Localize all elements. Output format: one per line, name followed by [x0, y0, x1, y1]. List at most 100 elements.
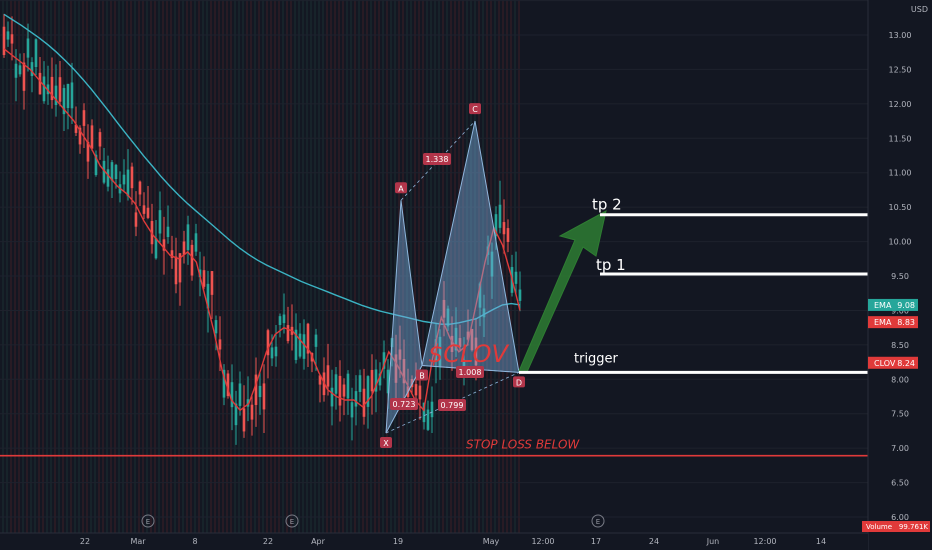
candle-body: [354, 391, 358, 407]
pattern-ratio-badge: [390, 398, 418, 410]
candle-body: [102, 160, 106, 183]
price-tick: 6.00: [891, 513, 909, 522]
price-tick: 10.00: [889, 238, 912, 247]
volume-band: [86, 0, 88, 533]
candle-body: [370, 369, 374, 392]
volume-band: [106, 0, 108, 533]
volume-bands: [2, 0, 520, 533]
candle-body: [62, 88, 66, 115]
earnings-marker-label: E: [596, 518, 600, 526]
volume-band: [194, 0, 196, 533]
candle-body: [318, 375, 322, 385]
volume-band: [150, 0, 152, 533]
volume-band: [474, 0, 476, 533]
candle-body: [502, 222, 506, 235]
candle-body: [478, 283, 482, 308]
volume-band: [306, 0, 308, 533]
volume-band: [422, 0, 424, 533]
volume-band: [382, 0, 384, 533]
volume-band: [510, 0, 512, 533]
candle-body: [518, 289, 522, 301]
value-badge-name: EMA: [874, 318, 892, 327]
candle-body: [26, 38, 30, 58]
candle-body: [126, 169, 130, 197]
time-tick: Mar: [130, 537, 146, 546]
volume-band: [6, 0, 8, 533]
volume-band: [466, 0, 468, 533]
time-axis[interactable]: [0, 533, 868, 550]
price-tick: 9.50: [891, 272, 909, 281]
volume-band: [410, 0, 412, 533]
candle-body: [402, 359, 406, 384]
volume-band: [386, 0, 388, 533]
candle-body: [270, 347, 274, 359]
time-tick: 22: [263, 537, 273, 546]
candle-body: [498, 204, 502, 228]
stop-loss-label: STOP LOSS BELOW: [466, 438, 580, 452]
candle-body: [110, 162, 114, 181]
pattern-ratio-label: 0.799: [441, 401, 464, 410]
volume-band: [478, 0, 480, 533]
pattern-point-label: B: [419, 372, 425, 381]
candle-body: [214, 320, 218, 334]
volume-band: [446, 0, 448, 533]
volume-band: [138, 0, 140, 533]
candle-body: [218, 339, 222, 350]
volume-band: [290, 0, 292, 533]
volume-band: [278, 0, 280, 533]
candle-body: [334, 374, 338, 394]
candle-body: [142, 205, 146, 214]
volume-band: [186, 0, 188, 533]
volume-band: [230, 0, 232, 533]
volume-band: [142, 0, 144, 533]
volume-band: [426, 0, 428, 533]
volume-band: [202, 0, 204, 533]
earnings-marker: [285, 514, 299, 528]
price-tick: 11.50: [889, 134, 912, 143]
volume-band: [258, 0, 260, 533]
candle-body: [178, 253, 182, 283]
candle-body: [182, 241, 186, 255]
volume-band: [222, 0, 224, 533]
volume-band: [118, 0, 120, 533]
volume-band: [322, 0, 324, 533]
price-axis[interactable]: [868, 0, 932, 550]
pattern-ratio-badge: [456, 366, 484, 378]
candle-body: [378, 373, 382, 386]
candle-body: [342, 384, 346, 397]
volume-band: [122, 0, 124, 533]
volume-band: [26, 0, 28, 533]
candle-body: [190, 244, 194, 276]
volume-band: [430, 0, 432, 533]
candle-body: [66, 83, 70, 109]
value-badge: [868, 316, 918, 329]
volume-band: [302, 0, 304, 533]
pattern-ratio-label: 0.723: [393, 400, 416, 409]
price-tick: 7.00: [891, 444, 909, 453]
value-badge: [868, 298, 918, 311]
candle-body: [326, 365, 330, 387]
volume-band: [254, 0, 256, 533]
price-tick: 6.50: [891, 479, 909, 488]
volume-band: [210, 0, 212, 533]
candle-body: [74, 124, 78, 133]
candle-body: [306, 323, 310, 354]
price-tick: 8.00: [891, 375, 909, 384]
volume-band: [114, 0, 116, 533]
volume-band: [134, 0, 136, 533]
volume-band: [498, 0, 500, 533]
volume-band: [514, 0, 516, 533]
volume-badge-name: Volume: [866, 523, 892, 531]
candle-body: [86, 141, 90, 162]
pattern-point-badge: [513, 376, 525, 388]
volume-band: [242, 0, 244, 533]
candle-body: [154, 238, 158, 259]
pattern-point-label: C: [472, 105, 478, 114]
volume-band: [294, 0, 296, 533]
volume-band: [94, 0, 96, 533]
time-tick: 24: [649, 537, 659, 546]
volume-band: [42, 0, 44, 533]
volume-band: [398, 0, 400, 533]
